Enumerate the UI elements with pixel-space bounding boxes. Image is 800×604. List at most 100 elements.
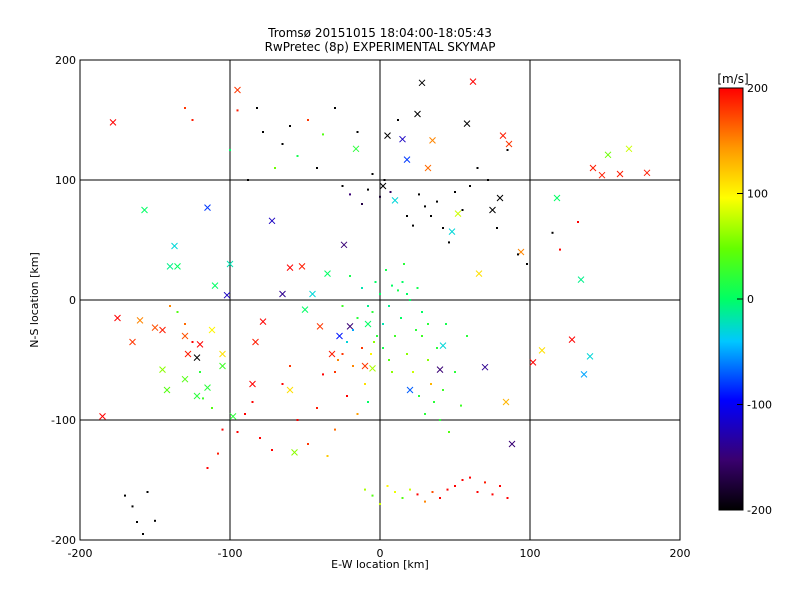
data-point-cross [159,366,166,373]
data-point-cross [502,398,510,406]
data-point-dot [316,407,318,409]
data-point-dot [430,215,432,217]
data-point-dot [281,143,284,145]
chart-title: Tromsø 20151015 18:04:00-18:05:43 [267,26,492,40]
data-point-dot [403,263,405,265]
data-point-dot [430,383,432,385]
data-point-cross [181,332,189,340]
data-point-cross [196,341,204,348]
data-point-cross [538,347,546,354]
data-point-dot [364,488,366,491]
data-point-dot [349,275,351,277]
data-point-dot [184,107,186,109]
data-point-dot [431,491,434,493]
data-point-cross [166,263,174,270]
data-point-dot [469,476,471,479]
data-point-dot [401,497,404,499]
data-point-cross [439,342,447,349]
colorbar-ticks: -200 -100 0 100 200 [737,82,772,517]
data-point-dot [371,173,374,175]
data-point-dot [296,419,299,421]
data-point-cross [361,362,369,370]
data-point-dot [499,485,501,487]
data-point-cross [229,413,237,420]
data-point-cross [259,318,267,325]
data-point-dot [382,323,384,325]
data-point-cross [580,371,588,378]
data-point-dot [506,497,509,499]
data-point-cross [184,350,192,358]
axis-ticks: -200 -100 0 100 200 -200 -100 0 100 200 [51,54,690,560]
data-point-cross [505,140,513,148]
data-point-dot [236,109,239,112]
data-point-cross [226,260,234,268]
data-point-dot [259,437,261,439]
data-point-cross [379,182,387,190]
data-point-dot [476,491,479,493]
data-point-cross [109,119,117,126]
data-point-cross [604,151,612,159]
data-point-dot [379,293,381,295]
x-tick-label: 0 [377,547,384,560]
data-point-dot [281,383,284,385]
data-point-dot [436,347,438,349]
colorbar-tick-label: -100 [747,399,772,412]
data-point-dot [487,179,489,181]
data-point-dot [424,500,426,503]
data-point-dot [184,323,186,325]
x-tick-label: -100 [218,547,243,560]
data-point-dot [361,203,363,205]
data-point-dot [412,371,414,373]
data-point-dot [427,323,429,325]
data-point-dot [406,293,408,295]
data-point-cross [211,282,219,289]
data-point-dot [412,224,414,227]
data-point-cross [181,375,189,383]
data-point-cross [553,194,561,202]
data-point-dot [154,519,156,522]
data-point-cross [352,145,360,153]
data-point-dot [379,503,381,505]
data-point-cross [324,270,331,277]
data-point-dot [334,371,336,373]
data-point-dot [416,493,419,496]
data-point-dot [442,389,444,391]
data-point-dot [436,200,438,203]
data-point-cross [208,326,216,334]
data-point-dot [448,241,450,244]
data-point-dot [142,533,144,535]
data-point-dot [397,119,399,121]
data-point-dot [136,521,138,523]
data-point-cross [193,354,201,361]
y-tick-label: 0 [69,294,76,307]
data-point-dot [421,311,423,313]
data-point-dot [356,317,359,319]
data-point-dot [229,149,231,151]
data-point-dot [211,407,213,409]
data-point-cross [529,359,537,366]
data-point-dot [526,263,528,265]
data-point-dot [454,485,456,487]
data-point-dot [460,404,462,407]
data-point-cross [429,137,436,144]
data-point-dot [307,443,309,445]
data-point-cross [414,110,421,118]
data-point-cross [301,306,309,313]
data-point-cross [159,326,166,334]
data-point-cross [163,386,171,394]
data-point-dot [389,191,392,193]
data-point-cross [391,197,399,204]
data-point-dot [424,205,426,208]
data-point-cross [508,440,516,448]
data-point-cross [598,171,606,179]
data-point-cross [136,317,144,324]
data-point-cross [219,362,226,370]
data-point-cross [496,194,504,202]
data-point-dot [445,323,447,325]
data-point-dot [316,167,318,169]
data-point-cross [298,263,306,270]
data-point-dot [382,347,384,349]
data-point-cross [418,79,426,87]
data-point-dot [322,133,324,136]
